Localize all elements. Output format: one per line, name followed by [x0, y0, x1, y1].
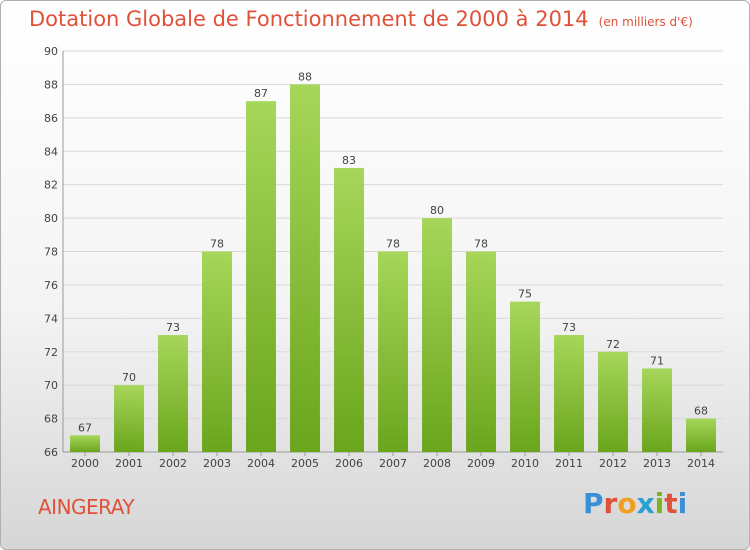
data-label: 83 — [342, 154, 356, 167]
x-tick-label: 2001 — [115, 457, 143, 470]
chart-title: Dotation Globale de Fonctionnement de 20… — [29, 7, 693, 31]
x-tick-label: 2014 — [687, 457, 715, 470]
x-tick-label: 2003 — [203, 457, 231, 470]
bar — [70, 435, 100, 452]
data-label: 75 — [518, 288, 532, 301]
title-text: Dotation Globale de Fonctionnement de 20… — [29, 7, 589, 31]
y-tick-label: 72 — [44, 346, 58, 359]
bar — [598, 351, 628, 452]
data-label: 73 — [166, 321, 180, 334]
logo-letter: i — [677, 487, 688, 520]
bar — [686, 418, 716, 452]
bar — [554, 335, 584, 452]
data-label: 88 — [298, 70, 312, 83]
logo-letter: P — [583, 487, 604, 520]
bar — [334, 167, 364, 453]
data-label: 73 — [562, 321, 576, 334]
y-tick-label: 88 — [44, 78, 58, 91]
bar — [510, 301, 540, 452]
x-tick-label: 2013 — [643, 457, 671, 470]
bar — [290, 84, 320, 453]
data-label: 67 — [78, 421, 92, 434]
logo-letter: x — [636, 487, 655, 520]
logo-letter: t — [664, 487, 678, 520]
x-tick-label: 2007 — [379, 457, 407, 470]
data-label: 68 — [694, 405, 708, 418]
logo-letter: r — [603, 487, 618, 520]
x-tick-label: 2009 — [467, 457, 495, 470]
x-tick-label: 2010 — [511, 457, 539, 470]
bar — [422, 218, 452, 452]
commune-name: AINGERAY — [38, 495, 135, 519]
x-tick-label: 2004 — [247, 457, 275, 470]
data-label: 87 — [254, 87, 268, 100]
data-label: 78 — [386, 238, 400, 251]
bar — [246, 101, 276, 452]
bar — [378, 251, 408, 452]
data-label: 70 — [122, 371, 136, 384]
x-tick-label: 2012 — [599, 457, 627, 470]
y-tick-label: 68 — [44, 413, 58, 426]
y-tick-label: 70 — [44, 379, 58, 392]
x-tick-label: 2006 — [335, 457, 363, 470]
data-label: 80 — [430, 204, 444, 217]
y-tick-label: 76 — [44, 279, 58, 292]
y-tick-label: 74 — [44, 312, 58, 325]
y-tick-label: 82 — [44, 179, 58, 192]
y-tick-label: 78 — [44, 246, 58, 259]
bar — [202, 251, 232, 452]
x-tick-label: 2000 — [71, 457, 99, 470]
logo-letter: i — [654, 487, 665, 520]
y-tick-label: 80 — [44, 212, 58, 225]
x-tick-label: 2005 — [291, 457, 319, 470]
data-label: 71 — [650, 354, 664, 367]
bar — [114, 385, 144, 452]
bar — [642, 368, 672, 452]
y-tick-label: 86 — [44, 112, 58, 125]
x-tick-label: 2008 — [423, 457, 451, 470]
bar — [158, 335, 188, 452]
x-tick-label: 2002 — [159, 457, 187, 470]
title-unit: (en milliers d'€) — [598, 15, 693, 29]
data-label: 78 — [210, 238, 224, 251]
bar — [466, 251, 496, 452]
logo-letter: o — [617, 487, 637, 520]
data-label: 78 — [474, 238, 488, 251]
x-tick-label: 2011 — [555, 457, 583, 470]
y-tick-label: 66 — [44, 446, 58, 459]
y-tick-label: 90 — [44, 45, 58, 58]
data-label: 72 — [606, 338, 620, 351]
y-tick-label: 84 — [44, 145, 58, 158]
